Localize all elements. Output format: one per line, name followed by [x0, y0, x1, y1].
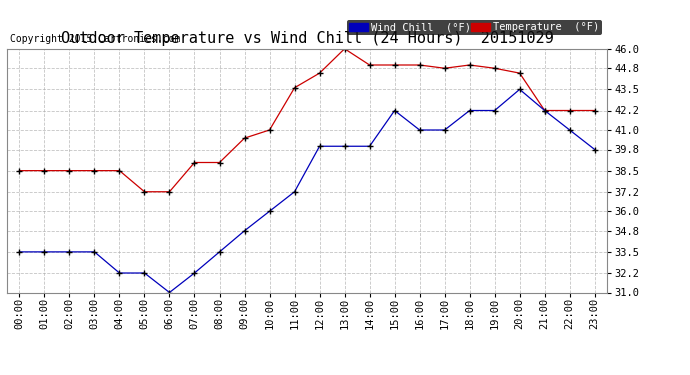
Legend: Wind Chill  (°F), Temperature  (°F): Wind Chill (°F), Temperature (°F): [347, 20, 602, 35]
Title: Outdoor Temperature vs Wind Chill (24 Hours)  20151029: Outdoor Temperature vs Wind Chill (24 Ho…: [61, 31, 553, 46]
Text: Copyright 2015 Cartronics.com: Copyright 2015 Cartronics.com: [10, 34, 180, 44]
